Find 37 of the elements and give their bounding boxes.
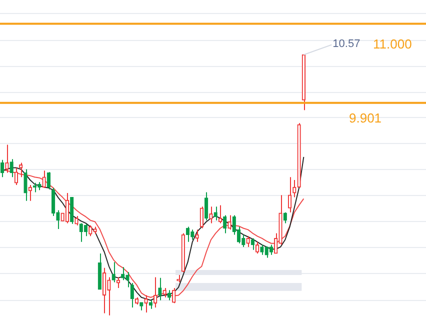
candlestick (214, 206, 218, 221)
candlestick (19, 162, 23, 178)
candlestick (24, 168, 28, 202)
candlestick (255, 241, 260, 254)
candlestick (116, 276, 120, 288)
candlestick (246, 236, 250, 248)
candlestick (204, 192, 208, 221)
ref-line-label: 9.901 (349, 110, 382, 126)
candlestick (5, 144, 9, 174)
candlestick (88, 224, 92, 237)
candlestick (93, 226, 97, 234)
ref-line-label: 11.000 (373, 36, 412, 52)
candlestick (144, 294, 148, 313)
candlestick (32, 182, 37, 193)
candlestick (158, 277, 162, 301)
candlestick (288, 176, 292, 213)
candlestick (98, 252, 102, 290)
candlestick (269, 244, 274, 256)
candlestick (140, 302, 144, 311)
candlestick (260, 244, 264, 256)
candlestick (10, 158, 14, 178)
candlestick (102, 267, 106, 314)
candlestick (74, 216, 78, 226)
candlestick (167, 290, 172, 301)
candlestick (46, 172, 51, 190)
candlestick (134, 296, 139, 306)
candlestick (228, 214, 232, 230)
candlestick (51, 187, 56, 216)
candlestick (209, 206, 213, 224)
candlestick (42, 170, 46, 188)
text: 10.57 (332, 38, 360, 50)
candlestick (112, 262, 116, 283)
candlestick (121, 266, 125, 281)
candlestick (162, 288, 166, 298)
candlestick (195, 229, 199, 242)
candlestick (148, 300, 153, 310)
candlestick (176, 274, 180, 283)
